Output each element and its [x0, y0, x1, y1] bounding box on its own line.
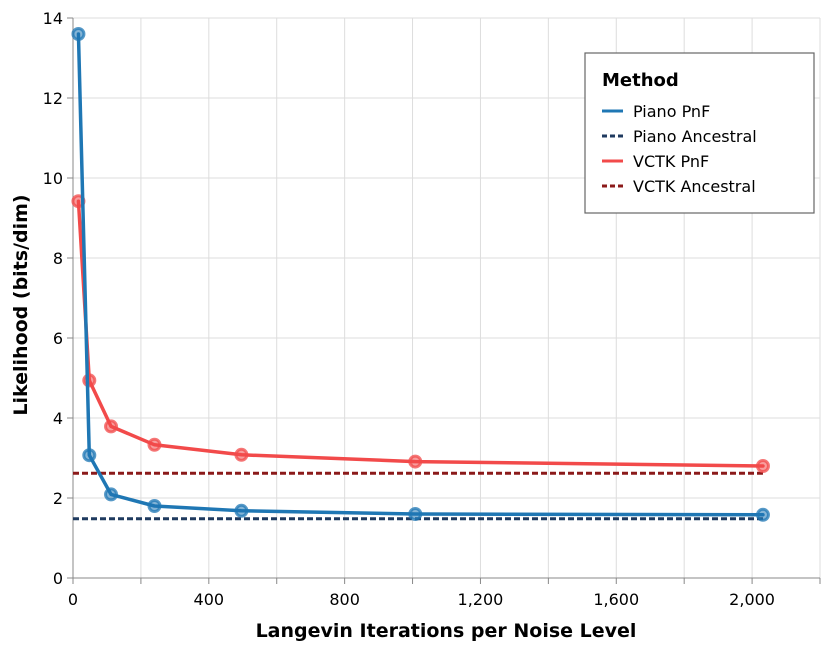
- y-tick-label: 8: [53, 249, 63, 268]
- data-point-vctk-pnf: [408, 454, 423, 469]
- legend-title: Method: [602, 70, 679, 91]
- data-point-piano-pnf: [755, 507, 770, 522]
- y-tick-label: 12: [43, 89, 63, 108]
- x-tick-label: 800: [329, 590, 360, 609]
- y-tick-label: 6: [53, 329, 63, 348]
- legend: Method Piano PnF Piano Ancestral VCTK PnF V…: [584, 52, 815, 214]
- series: [71, 27, 770, 522]
- data-point-piano-pnf: [104, 487, 119, 502]
- data-point-vctk-pnf: [234, 447, 249, 462]
- data-point-vctk-pnf: [104, 419, 119, 434]
- data-point-piano-pnf: [82, 448, 97, 463]
- x-tick-label: 1,200: [458, 590, 504, 609]
- data-point-vctk-pnf: [82, 373, 97, 388]
- x-axis-title: Langevin Iterations per Noise Level: [256, 620, 637, 642]
- axes: [72, 18, 820, 579]
- x-tick-label: 400: [194, 590, 225, 609]
- legend-label-vctk-pnf: VCTK PnF: [633, 152, 709, 171]
- series-line-vctk-pnf: [76, 199, 765, 468]
- x-tick-label: 0: [68, 590, 78, 609]
- legend-label-piano-ancestral: Piano Ancestral: [633, 127, 757, 146]
- legend-box: [584, 52, 815, 214]
- y-tick-label: 0: [53, 569, 63, 588]
- y-tick-label: 4: [53, 409, 63, 428]
- data-point-piano-pnf: [234, 503, 249, 518]
- legend-label-vctk-ancestral: VCTK Ancestral: [633, 177, 756, 196]
- data-point-piano-pnf: [408, 507, 423, 521]
- data-point-vctk-pnf: [147, 437, 162, 452]
- legend-label-piano-pnf: Piano PnF: [633, 102, 710, 121]
- x-tick-label: 1,600: [593, 590, 639, 609]
- y-tick-label: 14: [43, 9, 63, 28]
- x-tick-label: 2,000: [729, 590, 775, 609]
- y-tick-label: 2: [53, 489, 63, 508]
- grid: [73, 17, 821, 578]
- data-point-piano-pnf: [147, 499, 162, 513]
- data-point-vctk-pnf: [755, 459, 770, 473]
- ticks: 0 400 800 1,200 1,600 2,000 0 2 4 6 8 10 12 14: [43, 9, 821, 609]
- data-point-piano-pnf: [71, 27, 86, 41]
- y-axis-title: Likelihood (bits/dim): [10, 194, 32, 415]
- legend-entries: Piano PnF Piano Ancestral VCTK PnF VCTK Anc…: [602, 102, 757, 196]
- y-tick-label: 10: [43, 169, 63, 188]
